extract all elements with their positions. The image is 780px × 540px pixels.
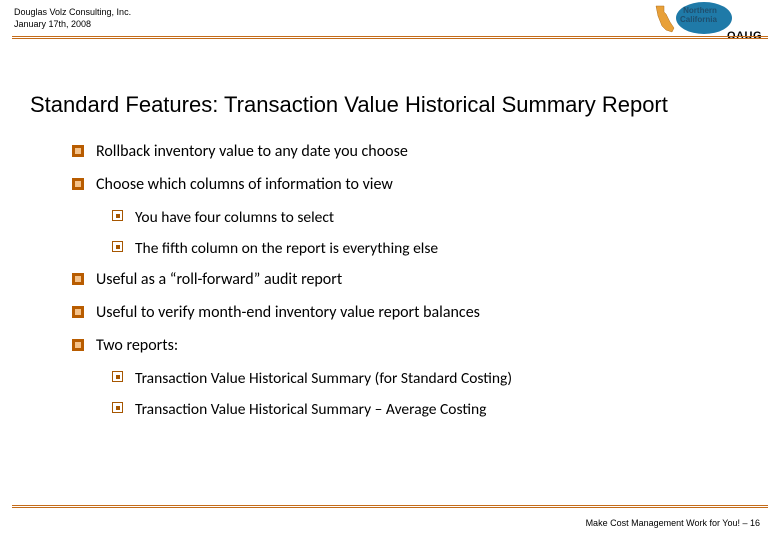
list-item-text: The fifth column on the report is everyt… (135, 239, 438, 258)
list-item: You have four columns to select (112, 208, 740, 227)
list-item-text: Useful as a “roll-forward” audit report (96, 270, 342, 289)
list-item-text: Useful to verify month-end inventory val… (96, 303, 480, 322)
list-item-text: Rollback inventory value to any date you… (96, 142, 408, 161)
bullet-list: Rollback inventory value to any date you… (72, 142, 740, 431)
company-name: Douglas Volz Consulting, Inc. (14, 6, 131, 18)
footer-text: Make Cost Management Work for You! – 16 (586, 518, 760, 528)
bullet-level2-icon (112, 371, 123, 382)
footer-rule (12, 507, 768, 508)
list-item: Two reports: (72, 336, 740, 355)
oaug-logo: Northern California OAUG (652, 2, 762, 40)
list-item: Transaction Value Historical Summary (fo… (112, 369, 740, 388)
bullet-level1-icon (72, 178, 84, 190)
bullet-level1-icon (72, 273, 84, 285)
logo-region-top: Northern (680, 6, 717, 15)
list-item-text: Transaction Value Historical Summary (fo… (135, 369, 512, 388)
header-meta: Douglas Volz Consulting, Inc. January 17… (14, 6, 131, 30)
header: Douglas Volz Consulting, Inc. January 17… (0, 0, 780, 48)
presentation-date: January 17th, 2008 (14, 18, 131, 30)
logo-region-bottom: California (680, 15, 717, 24)
slide: Douglas Volz Consulting, Inc. January 17… (0, 0, 780, 540)
list-item-text: Choose which columns of information to v… (96, 175, 393, 194)
bullet-level2-icon (112, 402, 123, 413)
bullet-level1-icon (72, 145, 84, 157)
header-rule (12, 38, 768, 39)
list-item-text: You have four columns to select (135, 208, 334, 227)
list-item-text: Transaction Value Historical Summary – A… (135, 400, 486, 419)
bullet-level2-icon (112, 241, 123, 252)
california-shape-icon (652, 4, 678, 34)
list-item: Useful to verify month-end inventory val… (72, 303, 740, 322)
bullet-level2-icon (112, 210, 123, 221)
list-item: The fifth column on the report is everyt… (112, 239, 740, 258)
list-item: Transaction Value Historical Summary – A… (112, 400, 740, 419)
header-rule (12, 36, 768, 37)
list-item: Rollback inventory value to any date you… (72, 142, 740, 161)
logo-region-label: Northern California (680, 6, 717, 24)
slide-title: Standard Features: Transaction Value His… (30, 92, 668, 118)
list-item: Useful as a “roll-forward” audit report (72, 270, 740, 289)
footer-rule (12, 505, 768, 506)
bullet-level1-icon (72, 339, 84, 351)
list-item-text: Two reports: (96, 336, 178, 355)
list-item: Choose which columns of information to v… (72, 175, 740, 194)
bullet-level1-icon (72, 306, 84, 318)
